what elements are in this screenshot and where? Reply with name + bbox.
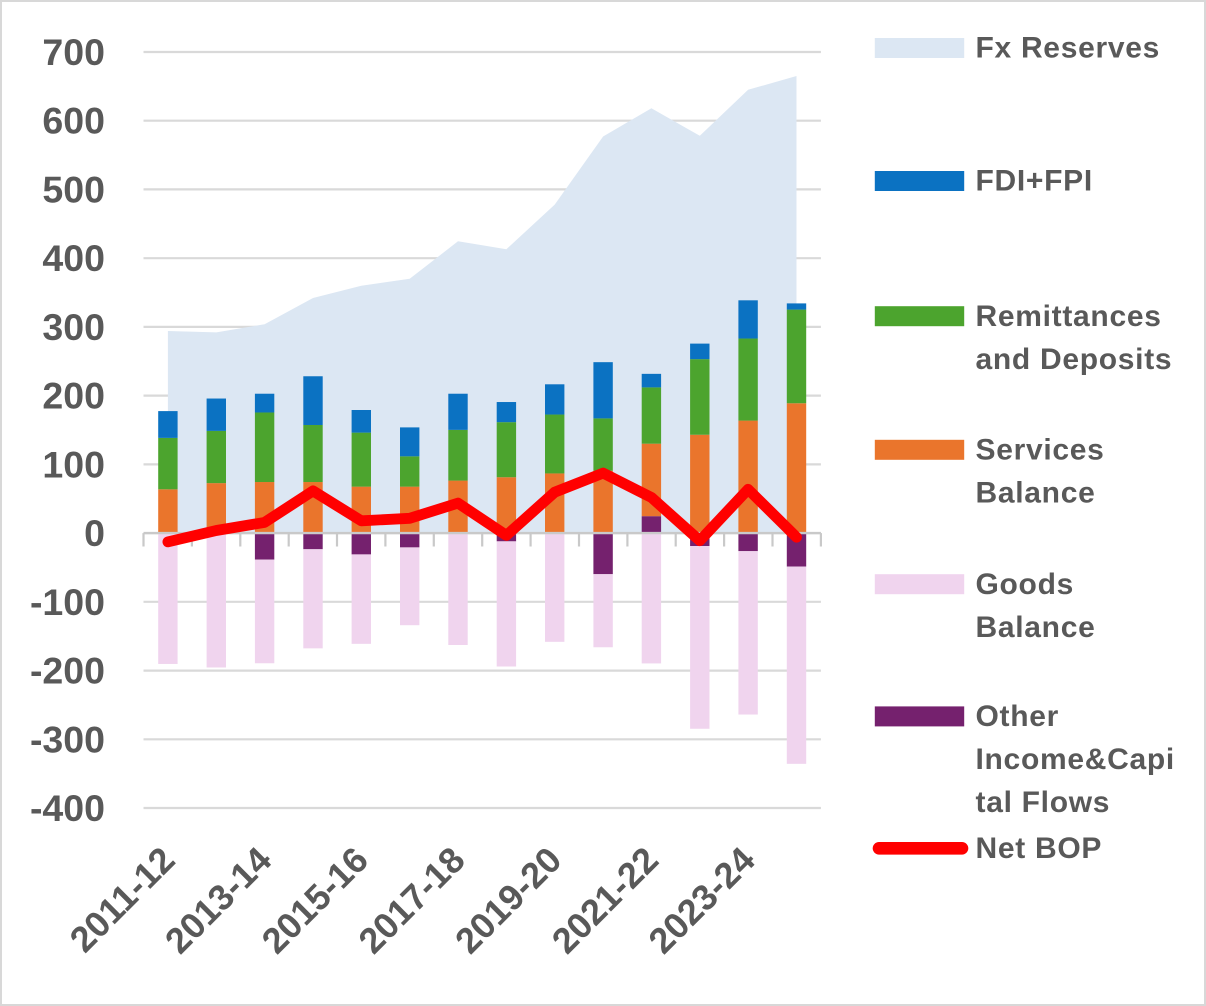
svg-text:tal Flows: tal Flows bbox=[976, 786, 1111, 819]
svg-text:Remittances: Remittances bbox=[976, 300, 1162, 333]
svg-text:-200: -200 bbox=[30, 650, 105, 692]
svg-text:0: 0 bbox=[84, 512, 105, 554]
svg-text:200: 200 bbox=[42, 375, 105, 417]
svg-text:Income&Capi: Income&Capi bbox=[976, 743, 1175, 776]
svg-text:400: 400 bbox=[42, 237, 105, 279]
svg-text:Goods: Goods bbox=[976, 568, 1075, 601]
svg-text:-400: -400 bbox=[30, 787, 105, 829]
svg-text:100: 100 bbox=[42, 443, 105, 485]
svg-text:2021-22: 2021-22 bbox=[544, 839, 666, 961]
svg-text:2019-20: 2019-20 bbox=[447, 839, 569, 961]
svg-text:-100: -100 bbox=[30, 581, 105, 623]
svg-text:2017-18: 2017-18 bbox=[350, 839, 472, 961]
svg-text:300: 300 bbox=[42, 306, 105, 348]
svg-text:Balance: Balance bbox=[976, 477, 1096, 510]
svg-text:Fx Reserves: Fx Reserves bbox=[976, 32, 1161, 65]
svg-text:FDI+FPI: FDI+FPI bbox=[976, 165, 1093, 198]
svg-text:600: 600 bbox=[42, 100, 105, 142]
svg-text:-300: -300 bbox=[30, 718, 105, 760]
svg-text:500: 500 bbox=[42, 168, 105, 210]
svg-text:2023-24: 2023-24 bbox=[640, 839, 762, 961]
svg-text:Services: Services bbox=[976, 434, 1105, 467]
svg-text:700: 700 bbox=[42, 31, 105, 73]
svg-text:2015-16: 2015-16 bbox=[254, 839, 376, 961]
svg-text:2011-12: 2011-12 bbox=[62, 839, 183, 960]
svg-text:Balance: Balance bbox=[976, 611, 1096, 644]
svg-text:and Deposits: and Deposits bbox=[976, 343, 1173, 376]
svg-text:Net BOP: Net BOP bbox=[976, 832, 1103, 865]
svg-text:Other: Other bbox=[976, 700, 1060, 733]
svg-text:2013-14: 2013-14 bbox=[157, 839, 279, 961]
